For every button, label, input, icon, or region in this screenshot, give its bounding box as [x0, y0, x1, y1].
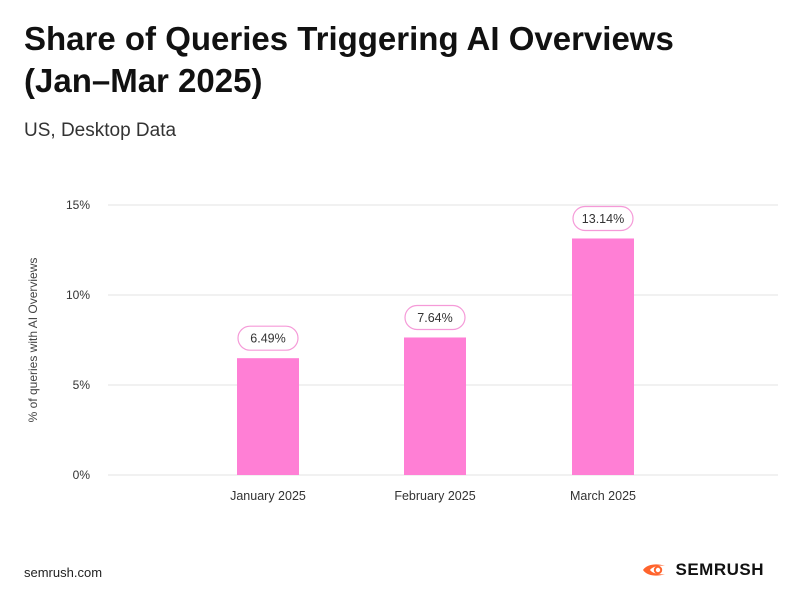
data-label: 7.64% [417, 311, 452, 325]
x-tick-label: January 2025 [230, 489, 306, 503]
data-label-pill [404, 304, 466, 331]
bar [404, 337, 466, 475]
data-labels: 6.49% 7.64% 13.14% [237, 205, 634, 351]
bar [572, 238, 634, 475]
source-url: semrush.com [24, 565, 103, 580]
brand-name: SEMRUSH [675, 560, 764, 579]
brand-logo: SEMRUSH [641, 560, 764, 580]
bars [237, 238, 634, 475]
data-label-pill [237, 325, 299, 351]
y-tick-label: 15% [66, 198, 90, 212]
bar [237, 358, 299, 475]
y-axis-ticks: 0% 5% 10% 15% [66, 198, 90, 482]
x-axis-ticks: January 2025 February 2025 March 2025 [230, 489, 636, 503]
data-label: 13.14% [582, 212, 624, 226]
y-tick-label: 0% [73, 468, 91, 482]
chart-title: Share of Queries Triggering AI Overviews… [24, 20, 674, 99]
semrush-flame-icon [643, 564, 666, 576]
data-label-pill [572, 205, 634, 232]
y-axis-label: % of queries with AI Overviews [26, 258, 40, 423]
y-tick-label: 5% [73, 378, 91, 392]
y-tick-label: 10% [66, 288, 90, 302]
data-label: 6.49% [250, 332, 285, 346]
bar-chart: 0% 5% 10% 15% 6.49% 7.64% 13.14% January 2025… [26, 198, 778, 503]
x-tick-label: March 2025 [570, 489, 636, 503]
chart-subtitle: US, Desktop Data [24, 120, 177, 141]
x-tick-label: February 2025 [394, 489, 475, 503]
